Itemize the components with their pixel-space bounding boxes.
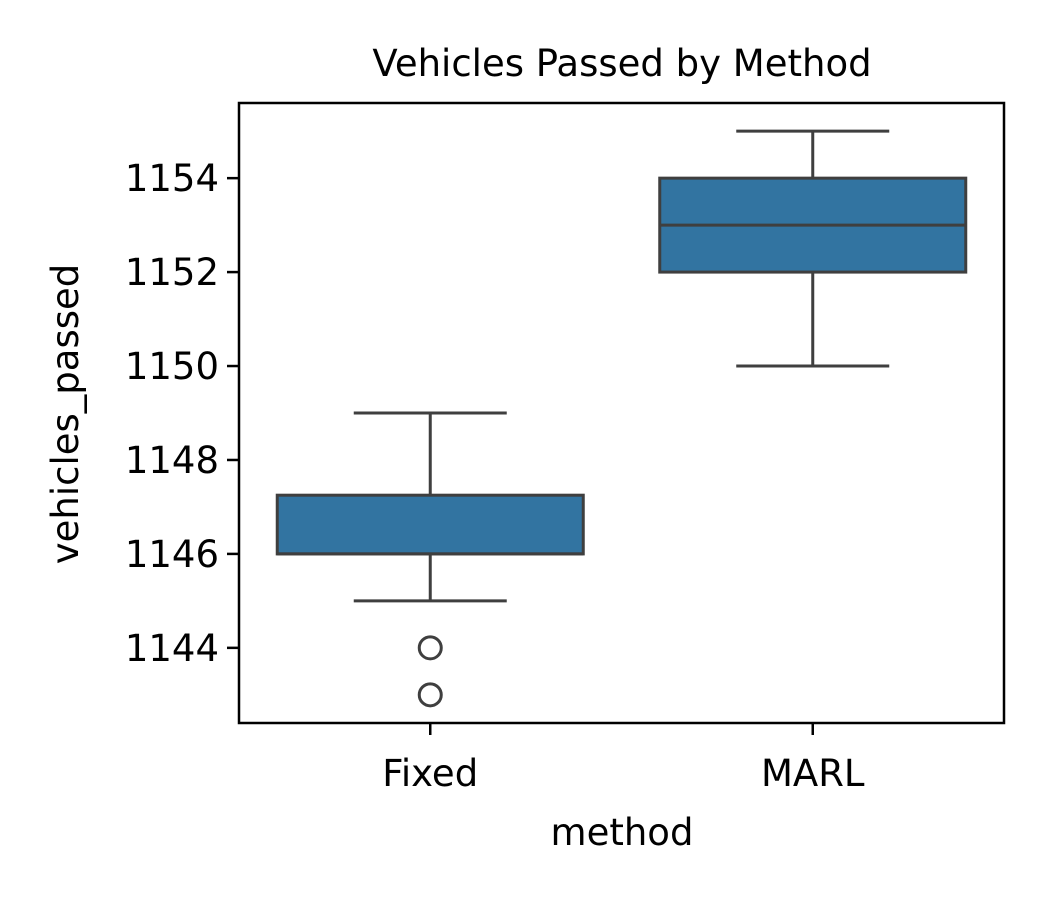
y-tick-label: 1154: [125, 157, 219, 200]
box-group-fixed: [275, 411, 585, 708]
boxes: [275, 129, 968, 708]
outlier-point: [417, 682, 443, 708]
x-tick-label: MARL: [761, 752, 865, 795]
x-axis: Fixed MARL: [382, 723, 865, 795]
outlier-point: [417, 635, 443, 661]
y-tick-label: 1148: [125, 439, 219, 482]
y-tick-label: 1152: [125, 251, 219, 294]
iqr-box: [275, 493, 585, 556]
plot-frame: [237, 101, 1006, 725]
y-tick-label: 1150: [125, 345, 219, 388]
box-group-marl: [658, 129, 968, 368]
y-axis: 1144 1146 1148 1150 1152 1154: [125, 157, 239, 670]
chart-title: Vehicles Passed by Method: [372, 42, 871, 85]
y-axis-label: vehicles_passed: [44, 264, 87, 565]
x-axis-label: method: [551, 811, 694, 854]
x-tick-label: Fixed: [382, 752, 478, 795]
y-tick-label: 1146: [125, 533, 219, 576]
y-tick-label: 1144: [125, 627, 219, 670]
